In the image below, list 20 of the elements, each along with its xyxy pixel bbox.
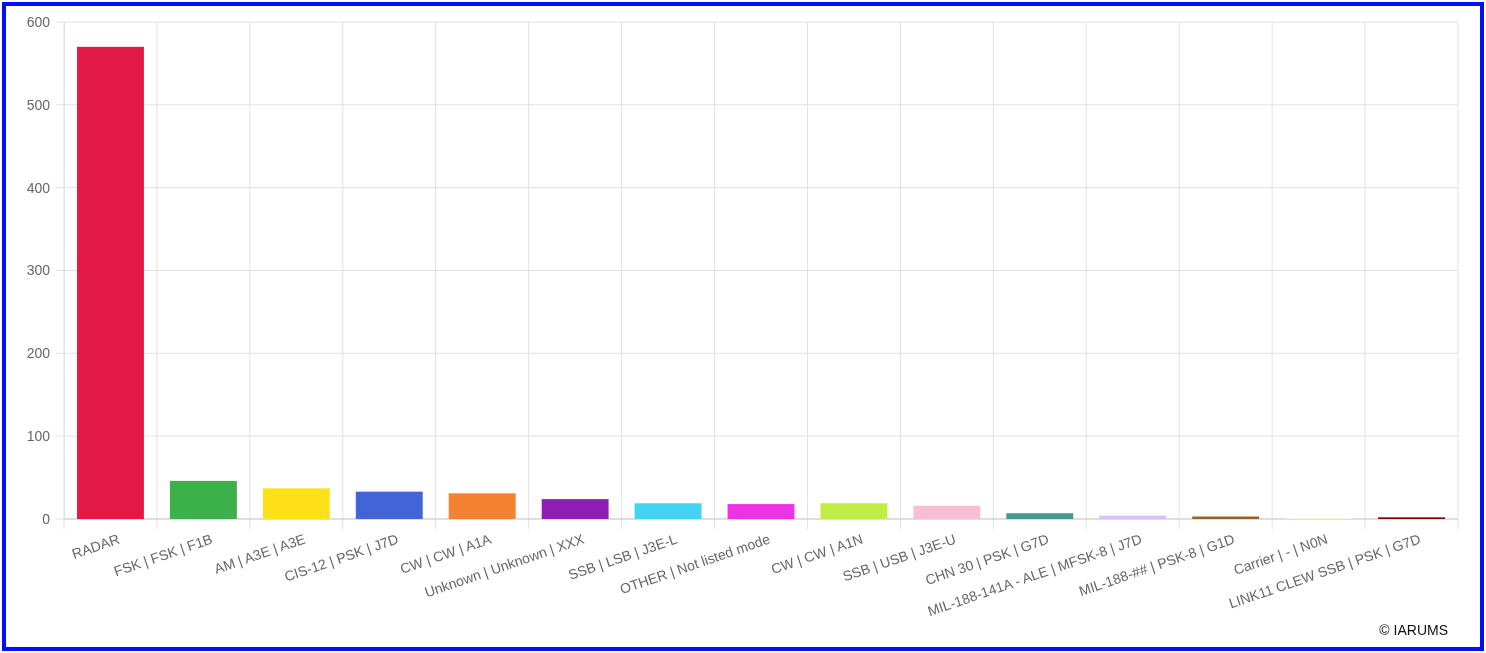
bar bbox=[1099, 515, 1167, 519]
bar bbox=[448, 493, 516, 519]
bar bbox=[169, 480, 237, 519]
y-tick-label: 100 bbox=[26, 428, 51, 445]
text: © IARUMS bbox=[1379, 622, 1448, 638]
bar bbox=[541, 499, 609, 519]
bar bbox=[634, 503, 702, 519]
bar bbox=[355, 491, 423, 519]
bar bbox=[727, 504, 795, 519]
y-tick-label: 300 bbox=[26, 262, 51, 279]
y-tick-label: 0 bbox=[42, 510, 51, 527]
bar bbox=[1006, 513, 1074, 519]
y-tick-label: 200 bbox=[26, 345, 51, 362]
y-tick-label: 500 bbox=[26, 96, 51, 113]
bar bbox=[262, 488, 330, 519]
y-tick-label: 400 bbox=[26, 179, 51, 196]
bar bbox=[820, 503, 888, 519]
bar bbox=[77, 46, 144, 519]
bar bbox=[913, 505, 981, 519]
y-tick-label: 600 bbox=[26, 13, 51, 30]
